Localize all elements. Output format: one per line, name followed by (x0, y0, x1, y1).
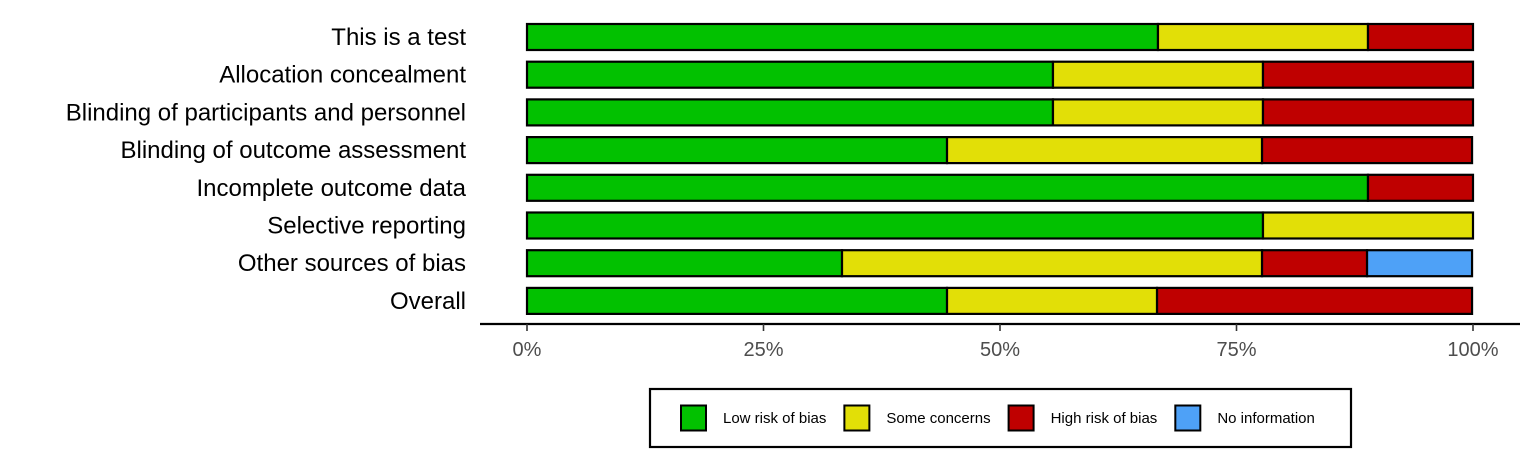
category-label: Incomplete outcome data (197, 175, 467, 202)
bar-segment (1261, 60, 1475, 89)
category-labels: This is a test Allocation concealment Blin… (66, 24, 467, 315)
bar-segment (1260, 136, 1474, 165)
bar-segment (525, 136, 949, 165)
bar-segment (1260, 249, 1369, 278)
bar-segment (525, 60, 1055, 89)
category-label: Blinding of participants and personnel (66, 99, 466, 126)
bar-segment (945, 136, 1264, 165)
legend-key (680, 404, 707, 432)
x-axis: 0% 25% 50% 75% 100% (480, 322, 1520, 361)
category-label: Blinding of outcome assessment (120, 137, 466, 164)
legend-label: High risk of bias (1051, 410, 1158, 427)
legend-label: Some concerns (886, 410, 990, 427)
legend-label: No information (1217, 410, 1315, 427)
bar-segment (1051, 98, 1265, 127)
bar-segment (525, 173, 1370, 202)
bar-area (525, 22, 1475, 315)
bar-segment (945, 286, 1159, 315)
bar-segment (1366, 22, 1475, 52)
category-label: Other sources of bias (238, 250, 466, 277)
x-tick-label: 100% (1447, 339, 1498, 361)
bar-segment (525, 211, 1265, 240)
legend-key (1174, 404, 1202, 432)
x-tick-label: 0% (513, 339, 542, 361)
bar-segment (840, 249, 1264, 278)
x-tick-label: 25% (743, 339, 783, 361)
bar-segment (1155, 286, 1474, 315)
category-label: This is a test (331, 24, 466, 51)
legend-key (1007, 404, 1035, 432)
bar-segment (1261, 211, 1475, 240)
bar-segment (1366, 173, 1475, 202)
legend-key (843, 404, 871, 432)
bar-segment (1365, 249, 1474, 278)
bar-segment (1051, 60, 1265, 89)
category-label: Allocation concealment (219, 62, 466, 89)
bar-segment (525, 98, 1055, 127)
category-label: Selective reporting (267, 213, 466, 240)
legend-box (648, 387, 1353, 449)
x-tick-label: 50% (980, 339, 1020, 361)
legend: Low risk of bias Some concerns High risk o… (648, 387, 1353, 449)
bar-segment (1261, 98, 1475, 127)
bar-segment (1156, 22, 1370, 52)
category-label: Overall (390, 288, 466, 315)
bar-segment (525, 286, 949, 315)
bar-segment (525, 249, 844, 278)
bar-segment (525, 22, 1160, 52)
x-tick-label: 75% (1216, 339, 1256, 361)
legend-label: Low risk of bias (723, 410, 826, 427)
